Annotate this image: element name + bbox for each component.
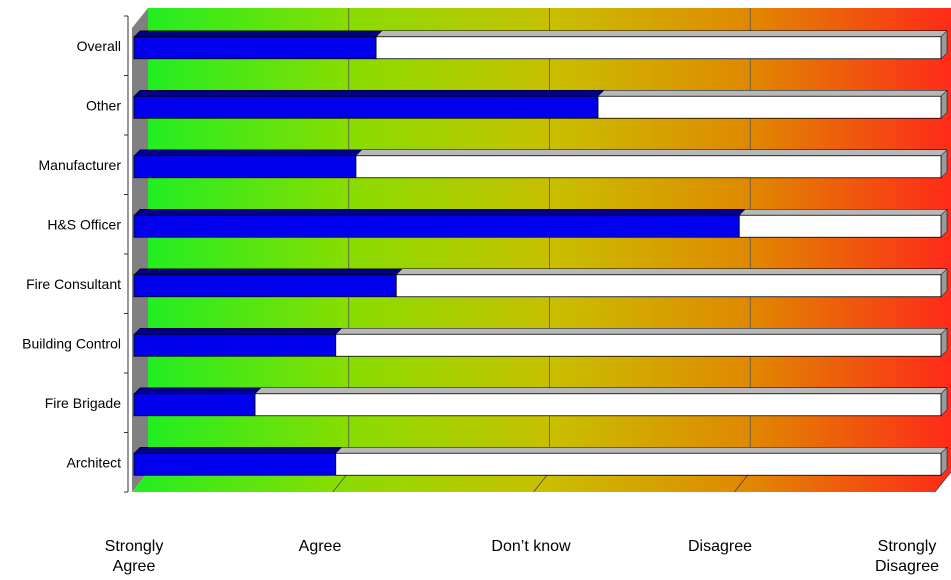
bar-value-fire-brigade <box>133 393 256 417</box>
bar-value-building-control <box>133 333 337 357</box>
bar-remainder-top <box>254 387 948 394</box>
bar-value-overall <box>133 36 377 60</box>
bar-remainder-top <box>335 447 948 454</box>
bar-value-architect <box>133 452 337 476</box>
scale-label-line: Disagree <box>688 538 752 555</box>
bar-value-h-s-officer <box>133 214 740 238</box>
bar-remainder-top <box>738 209 948 216</box>
bar-remainder-top <box>335 328 948 335</box>
bar-value-top <box>133 328 343 335</box>
bar-remainder-manufacturer <box>355 155 942 179</box>
bar-remainder-architect <box>335 452 942 476</box>
bar-value-top <box>133 30 383 37</box>
bar-remainder-top <box>375 30 948 37</box>
category-label: Manufacturer <box>39 157 122 173</box>
scale-label-line: Agree <box>299 538 342 555</box>
bar-value-top <box>133 90 605 97</box>
bar-value-top <box>133 387 262 394</box>
bar-remainder-building-control <box>335 333 942 357</box>
bar-value-top <box>133 149 363 156</box>
category-label: Fire Consultant <box>26 276 121 292</box>
plot-left-wall <box>132 8 148 492</box>
category-label: Building Control <box>22 335 121 351</box>
scale-label: Agree <box>299 538 342 555</box>
bar-remainder-fire-consultant <box>395 274 942 298</box>
scale-label-line: Strongly <box>878 538 937 555</box>
bar-value-other <box>133 95 599 119</box>
bar-value-top <box>133 447 343 454</box>
scale-label: Disagree <box>688 538 752 555</box>
scale-label: Don’t know <box>491 538 571 555</box>
scale-label-line: Disagree <box>875 558 939 575</box>
category-label: Other <box>86 97 121 113</box>
bar-value-top <box>133 268 403 275</box>
bar-remainder-other <box>597 95 942 119</box>
category-label: Overall <box>77 38 121 54</box>
category-label: Fire Brigade <box>45 395 121 411</box>
bar-remainder-fire-brigade <box>254 393 942 417</box>
bar-remainder-top <box>355 149 948 156</box>
bar-remainder-top <box>597 90 948 97</box>
category-label: H&S Officer <box>47 216 121 232</box>
scale-label: Strongly Agree <box>105 538 164 575</box>
bar-value-fire-consultant <box>133 274 397 298</box>
bar-value-top <box>133 209 746 216</box>
scale-label: Strongly Disagree <box>875 538 939 575</box>
bar-remainder-top <box>395 268 948 275</box>
scale-label-line: Strongly <box>105 538 164 555</box>
category-label: Architect <box>67 454 122 470</box>
bar-remainder-overall <box>375 36 942 60</box>
bar-value-manufacturer <box>133 155 357 179</box>
floor-gridline <box>934 471 951 493</box>
scale-label-line: Don’t know <box>491 538 571 555</box>
scale-label-line: Agree <box>113 558 156 575</box>
bar-remainder-h-s-officer <box>738 214 942 238</box>
